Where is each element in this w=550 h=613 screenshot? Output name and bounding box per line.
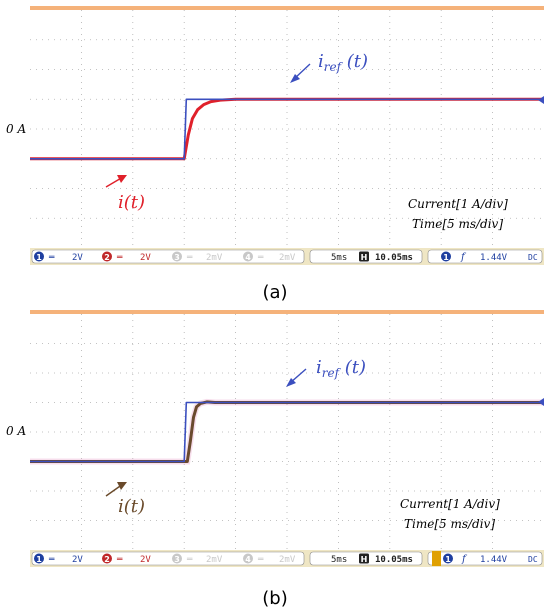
scope-screen	[30, 10, 544, 248]
ref-label: iref (t)	[318, 51, 368, 74]
ch2-coupling-icon: ═	[116, 253, 123, 263]
h-badge	[359, 553, 369, 564]
ref-arrow-head	[286, 378, 296, 387]
orange-top-bar	[30, 6, 544, 10]
panel-b: 0 A iref (t) i(t) Current[1 A/div] Time[…	[6, 310, 544, 609]
ref-arrow-head	[290, 74, 300, 83]
ch2-num: 2	[104, 555, 110, 564]
ch4-num: 4	[245, 555, 251, 564]
status-bar: 1 ═ 2V 2 ═ 2V 3 ═ 2mV 4 ═ 2mV 5ms H 10.0…	[30, 248, 544, 265]
ch1-coupling-icon: ═	[48, 253, 55, 263]
meas-arrow-head	[117, 175, 127, 183]
ch2-volts: 2V	[140, 555, 151, 565]
ch3-coupling-icon: ═	[186, 253, 193, 263]
h-symbol: H	[361, 253, 368, 262]
zero-label: 0 A	[6, 122, 26, 136]
ch1-volts: 2V	[72, 253, 83, 263]
delay: 10.05ms	[375, 253, 413, 263]
scale-current: Current[1 A/div]	[400, 497, 500, 511]
ch4-volts: 2mV	[279, 555, 296, 565]
channels-box	[31, 551, 305, 566]
trig-num: 1	[443, 253, 449, 262]
scale-current: Current[1 A/div]	[408, 197, 508, 211]
ch3-num: 3	[174, 253, 180, 262]
ch4-num: 4	[245, 253, 251, 262]
ch4-coupling-icon: ═	[257, 555, 264, 565]
ch2-badge	[102, 553, 112, 564]
trig-badge	[443, 553, 453, 564]
ch2-volts: 2V	[140, 253, 151, 263]
trig-slope-icon: f	[461, 554, 468, 565]
ch1-badge	[34, 251, 44, 262]
panel-label: (a)	[262, 282, 287, 303]
trig-badge	[441, 251, 451, 262]
timebase: 5ms	[331, 253, 347, 263]
ch1-volts: 2V	[72, 555, 83, 565]
trigger-level-marker	[538, 398, 544, 406]
scale-time: Time[5 ms/div]	[404, 517, 495, 531]
ch3-badge	[172, 553, 182, 564]
zero-label: 0 A	[6, 424, 26, 438]
meas-label: i(t)	[118, 496, 145, 517]
h-symbol: H	[361, 555, 368, 564]
delay: 10.05ms	[375, 555, 413, 565]
ch2-coupling-icon: ═	[116, 555, 123, 565]
ch1-badge	[34, 553, 44, 564]
trig-slope-icon: f	[460, 252, 467, 263]
meas-label: i(t)	[118, 192, 145, 213]
trig-num: 1	[445, 555, 451, 564]
trigger-level-marker	[538, 96, 544, 104]
ch3-volts: 2mV	[206, 555, 223, 565]
orange-top-bar	[30, 310, 544, 314]
ch2-num: 2	[104, 253, 110, 262]
ch4-badge	[243, 251, 253, 262]
coupling: DC	[528, 555, 538, 564]
scope-screen	[30, 314, 544, 550]
ch2-badge	[102, 251, 112, 262]
ch3-num: 3	[174, 555, 180, 564]
trigger-box	[427, 551, 543, 566]
trig-level: 1.44V	[480, 253, 508, 263]
panel-a: 0 A iref (t) i(t) Current[1 A/div] Time[…	[6, 6, 544, 303]
trig-level: 1.44V	[480, 555, 508, 565]
ch3-volts: 2mV	[206, 253, 223, 263]
ref-label: iref (t)	[316, 357, 366, 380]
ch1-num: 1	[36, 555, 42, 564]
ch1-num: 1	[36, 253, 42, 262]
meas-arrow-head	[117, 482, 127, 490]
timebase: 5ms	[331, 555, 347, 565]
reference-current-line	[30, 98, 544, 160]
series-group	[30, 97, 544, 161]
ch3-coupling-icon: ═	[186, 555, 193, 565]
series-group	[30, 398, 544, 465]
panel-label: (b)	[262, 588, 287, 609]
reference-current-line	[30, 401, 544, 463]
trig-marker	[432, 551, 441, 566]
status-bar: 1 ═ 2V 2 ═ 2V 3 ═ 2mV 4 ═ 2mV 5ms H 10.0…	[30, 550, 544, 567]
coupling: DC	[528, 253, 538, 262]
ch4-coupling-icon: ═	[257, 253, 264, 263]
ch1-coupling-icon: ═	[48, 555, 55, 565]
trigger-box	[427, 249, 543, 264]
grid	[30, 10, 544, 248]
ch4-volts: 2mV	[279, 253, 296, 263]
ch3-badge	[172, 251, 182, 262]
ch4-badge	[243, 553, 253, 564]
h-badge	[359, 251, 369, 262]
scale-time: Time[5 ms/div]	[412, 217, 503, 231]
channels-box	[31, 249, 305, 264]
